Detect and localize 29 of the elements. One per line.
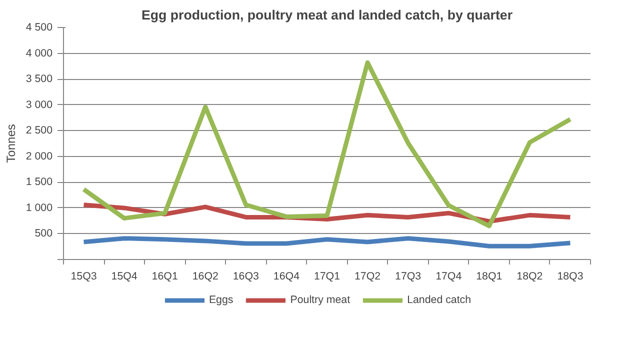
x-tick-label: 17Q3 (395, 270, 422, 282)
y-axis-title: Tonnes (4, 124, 18, 163)
x-tick-label: 18Q3 (557, 270, 584, 282)
y-tick-label: 2 500 (26, 124, 53, 137)
x-tick-label: 17Q1 (314, 270, 340, 282)
x-tick-label: 16Q4 (273, 270, 300, 282)
x-tick-label: 17Q2 (354, 270, 381, 282)
x-tick-label: 15Q3 (70, 270, 97, 282)
y-tick-label: 4 500 (26, 22, 53, 34)
y-tick-label: 500 (34, 228, 53, 240)
y-tick-label: 1 500 (26, 176, 53, 188)
x-tick-label: 16Q1 (152, 270, 178, 282)
legend-label: Eggs (208, 294, 234, 306)
x-tick-label: 15Q4 (111, 270, 138, 282)
legend-label: Landed catch (407, 294, 472, 306)
y-tick-label: 3 000 (26, 98, 53, 111)
chart-title: Egg production, poultry meat and landed catch, by quarter (141, 8, 513, 22)
y-tick-label: 4 000 (26, 47, 53, 60)
y-tick-label: 1 000 (26, 202, 53, 214)
legend-label: Poultry meat (290, 294, 350, 306)
x-tick-label: 18Q2 (516, 270, 543, 282)
line-series (82, 60, 572, 228)
y-tick-label: 3 500 (26, 73, 53, 86)
x-tick-label: 18Q1 (476, 270, 502, 282)
x-tick-label: 16Q3 (232, 270, 260, 282)
line-series (82, 236, 572, 248)
y-tick-label: 2 000 (26, 150, 53, 162)
x-tick-label: 16Q2 (192, 270, 218, 282)
x-tick-label: 17Q4 (436, 270, 462, 282)
